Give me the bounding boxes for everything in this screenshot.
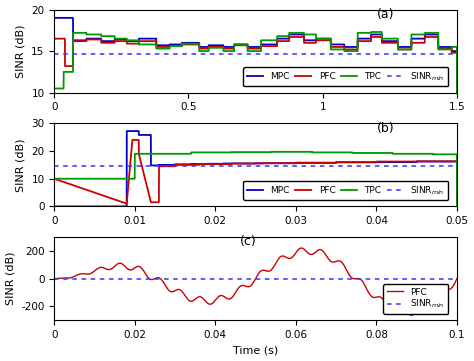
PFC (68, 182, 74, 187)
PFC (197, 295, 203, 299)
TPC (269, 150, 274, 154)
Legend: PFC, SINR$_{min}$: PFC, SINR$_{min}$ (383, 284, 448, 314)
PFC (248, 161, 254, 166)
SINR$_{min}$ (51, 51, 57, 56)
PFC (350, 276, 356, 280)
Y-axis label: SINR (dB): SINR (dB) (16, 24, 26, 78)
Line: TPC: TPC (54, 152, 457, 206)
TPC (248, 150, 254, 154)
TPC (51, 86, 57, 91)
MPC (51, 16, 57, 20)
TPC (412, 32, 418, 37)
Line: PFC: PFC (54, 37, 457, 176)
MPC (453, 49, 459, 53)
PFC (453, 51, 459, 55)
PFC (232, 43, 238, 47)
TPC (454, 174, 460, 178)
PFC (454, 277, 460, 281)
SINR$_{min}$ (320, 51, 326, 56)
MPC (448, 45, 454, 49)
Text: (c): (c) (239, 235, 256, 248)
Legend: MPC, PFC, TPC, SINR$_{min}$: MPC, PFC, TPC, SINR$_{min}$ (243, 67, 448, 87)
PFC (72, 274, 77, 279)
TPC (454, 204, 460, 209)
PFC (433, 159, 438, 164)
PFC (401, 47, 407, 52)
TPC (232, 42, 238, 47)
PFC (409, 313, 414, 317)
Y-axis label: SINR (dB): SINR (dB) (6, 252, 16, 305)
PFC (129, 138, 135, 142)
TPC (401, 47, 407, 52)
MPC (75, 204, 81, 209)
PFC (454, 174, 460, 178)
TPC (433, 152, 438, 157)
MPC (454, 174, 460, 178)
PFC (53, 177, 59, 182)
Line: TPC: TPC (54, 32, 457, 176)
PFC (448, 47, 454, 51)
PFC (309, 41, 314, 45)
Line: PFC: PFC (54, 248, 457, 315)
Line: MPC: MPC (54, 131, 457, 206)
TPC (368, 30, 374, 34)
PFC (75, 185, 81, 189)
PFC (51, 277, 57, 281)
MPC (433, 159, 438, 164)
Text: (a): (a) (376, 8, 394, 21)
TPC (309, 32, 314, 37)
PFC (454, 204, 460, 209)
PFC (307, 252, 313, 256)
PFC (372, 295, 377, 300)
MPC (53, 204, 59, 209)
TPC (448, 47, 454, 52)
MPC (401, 45, 407, 49)
MPC (248, 161, 254, 166)
Line: MPC: MPC (54, 18, 457, 176)
MPC (124, 129, 129, 133)
TPC (453, 45, 459, 49)
Line: PFC: PFC (54, 140, 457, 206)
PFC (130, 138, 136, 142)
Text: (b): (b) (376, 122, 394, 135)
Y-axis label: SINR (dB): SINR (dB) (16, 138, 26, 192)
MPC (68, 204, 74, 209)
PFC (412, 41, 418, 45)
MPC (454, 204, 460, 209)
TPC (51, 177, 57, 181)
PFC (299, 246, 304, 250)
MPC (130, 129, 136, 133)
X-axis label: Time (s): Time (s) (233, 345, 278, 356)
PFC (290, 255, 295, 259)
MPC (309, 38, 314, 43)
TPC (68, 177, 74, 181)
MPC (232, 42, 238, 47)
PFC (286, 35, 292, 39)
MPC (51, 204, 57, 209)
PFC (51, 177, 57, 181)
MPC (412, 36, 418, 41)
TPC (130, 177, 136, 181)
PFC (51, 36, 57, 41)
Legend: MPC, PFC, TPC, SINR$_{min}$: MPC, PFC, TPC, SINR$_{min}$ (243, 180, 448, 200)
TPC (75, 177, 81, 181)
TPC (53, 177, 59, 181)
